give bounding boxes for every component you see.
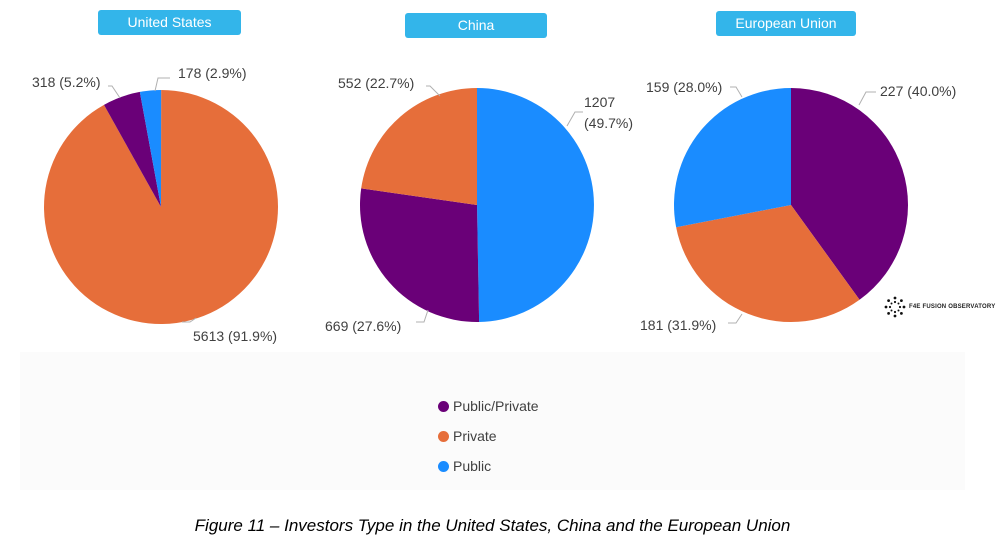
leader-line bbox=[182, 317, 197, 323]
legend-dot-private bbox=[438, 430, 449, 442]
fusion-observatory-watermark: F4E FUSION OBSERVATORY bbox=[884, 296, 995, 318]
legend-dot-public bbox=[438, 460, 449, 472]
figure-caption: Figure 11 – Investors Type in the United… bbox=[194, 516, 791, 535]
slice-china-public bbox=[477, 88, 594, 322]
chart-title-european-union: European Union bbox=[716, 11, 856, 36]
legend: Public/Private Private Public bbox=[438, 391, 539, 481]
chart-title-united-states: United States bbox=[98, 10, 241, 35]
data-label-china-private: 552 (22.7%) bbox=[338, 75, 414, 91]
data-label-eu-public-private: 227 (40.0%) bbox=[880, 83, 956, 99]
data-label-us-private: 5613 (91.9%) bbox=[193, 328, 277, 344]
data-label-china-public-percent: (49.7%) bbox=[584, 115, 633, 131]
legend-item-public-private: Public/Private bbox=[438, 391, 539, 421]
legend-item-public: Public bbox=[438, 451, 539, 481]
legend-item-private: Private bbox=[438, 421, 539, 451]
legend-background bbox=[20, 352, 965, 490]
slice-china-private bbox=[361, 88, 477, 205]
slice-us-private bbox=[44, 90, 279, 324]
slice-us-public bbox=[139, 89, 162, 207]
data-label-us-public: 178 (2.9%) bbox=[178, 65, 246, 81]
pie-united-states: 5613 (91.9%) 318 (5.2%) 178 (2.9%) bbox=[32, 65, 279, 344]
slice-eu-public-private bbox=[791, 88, 909, 300]
data-label-us-public-private: 318 (5.2%) bbox=[32, 74, 100, 90]
fusion-observatory-logo-icon bbox=[884, 296, 906, 318]
data-label-eu-public: 159 (28.0%) bbox=[646, 79, 722, 95]
legend-label: Public/Private bbox=[453, 398, 539, 414]
leader-line bbox=[108, 85, 121, 99]
slice-us-public-private bbox=[103, 91, 161, 207]
legend-dot-public-private bbox=[438, 400, 449, 412]
pie-european-union: 227 (40.0%) 181 (31.9%) 159 (28.0%) bbox=[640, 79, 956, 333]
data-label-china-public: 1207 (49.7%) bbox=[584, 94, 633, 131]
legend-label: Public bbox=[453, 458, 492, 474]
leader-line bbox=[426, 85, 441, 97]
pie-charts: 5613 (91.9%) 318 (5.2%) 178 (2.9%) 1207 … bbox=[32, 65, 956, 344]
chart-panel: United States China European Union 5613 … bbox=[20, 10, 996, 490]
watermark-text: F4E FUSION OBSERVATORY bbox=[909, 304, 996, 310]
leader-line bbox=[728, 313, 743, 324]
data-label-china-public-private: 669 (27.6%) bbox=[325, 318, 401, 334]
slice-eu-public bbox=[673, 87, 791, 228]
legend-label: Private bbox=[453, 428, 497, 444]
data-label-eu-private: 181 (31.9%) bbox=[640, 317, 716, 333]
leader-line bbox=[730, 86, 743, 98]
pie-china: 1207 (49.7%) 669 (27.6%) 552 (22.7%) bbox=[325, 75, 633, 334]
chart-title-china: China bbox=[405, 13, 547, 38]
data-label-china-public-value: 1207 bbox=[584, 94, 615, 110]
leader-line bbox=[566, 111, 583, 127]
leader-line bbox=[416, 309, 429, 323]
slice-eu-private bbox=[676, 205, 860, 323]
slice-china-public-private bbox=[359, 188, 480, 322]
leader-line bbox=[154, 77, 170, 92]
leader-line bbox=[858, 91, 876, 106]
